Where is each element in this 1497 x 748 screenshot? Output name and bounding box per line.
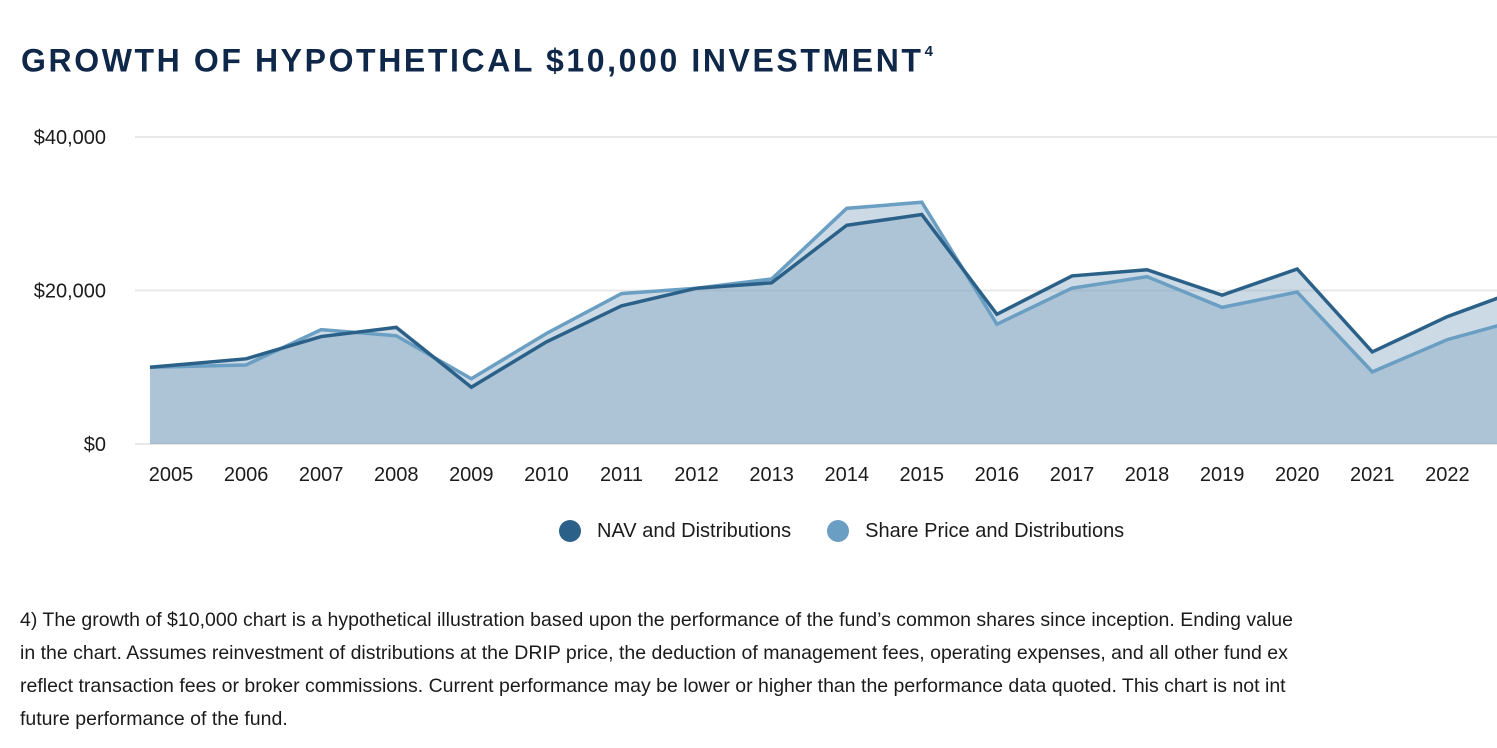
- nav-legend-dot-icon: [559, 520, 581, 542]
- share-price-point: [469, 377, 473, 381]
- nav-point: [695, 286, 699, 290]
- x-tick-label: 2005: [149, 464, 194, 486]
- share-price-point: [1295, 290, 1299, 294]
- y-axis: $0 $20,000 $40,000: [34, 127, 106, 456]
- share-price-point: [394, 334, 398, 338]
- footnote-line: in the chart. Assumes reinvestment of di…: [20, 642, 1288, 664]
- nav-point: [920, 213, 924, 217]
- footnote-line: reflect transaction fees or broker commi…: [20, 675, 1286, 697]
- legend-label-share-price: Share Price and Distributions: [865, 519, 1125, 542]
- nav-point: [319, 335, 323, 339]
- nav-point: [469, 385, 473, 389]
- legend-label-nav: NAV and Distributions: [597, 519, 792, 542]
- x-tick-label: 2017: [1050, 464, 1095, 486]
- chart-legend: NAV and Distributions Share Price and Di…: [559, 517, 1160, 545]
- nav-point: [619, 304, 623, 308]
- gridlines: [135, 136, 1497, 445]
- x-tick-label: 2008: [374, 464, 419, 486]
- x-tick-label: 2013: [749, 464, 794, 486]
- nav-point: [244, 357, 248, 361]
- x-tick-label: 2010: [524, 464, 569, 486]
- nav-point: [1145, 268, 1149, 272]
- title-footnote-marker: 4: [924, 43, 933, 60]
- nav-point: [148, 365, 152, 369]
- share-price-point: [1145, 275, 1149, 279]
- nav-point: [1295, 267, 1299, 271]
- nav-point: [1220, 293, 1224, 297]
- y-tick-label: $40,000: [34, 127, 106, 149]
- x-axis: 2005 2006 2007 2008 2009 2010 2011 2012 2013 2014…: [149, 464, 1470, 486]
- nav-point: [1445, 315, 1449, 319]
- share-price-point: [1220, 305, 1224, 309]
- area-layer: [149, 202, 1497, 444]
- nav-point: [394, 325, 398, 329]
- x-tick-label: 2021: [1350, 464, 1395, 486]
- share-price-point: [319, 328, 323, 332]
- nav-point: [770, 281, 774, 285]
- nav-point: [1370, 350, 1374, 354]
- share-price-point: [1370, 370, 1374, 374]
- share-price-point: [1445, 338, 1449, 342]
- x-tick-label: 2011: [600, 464, 643, 486]
- legend-item-share-price[interactable]: Share Price and Distributions: [827, 520, 1124, 543]
- nav-area: [149, 214, 1497, 444]
- y-tick-label: $0: [84, 434, 106, 456]
- nav-point: [1070, 274, 1074, 278]
- nav-point: [845, 223, 849, 227]
- x-tick-label: 2019: [1200, 464, 1245, 486]
- x-tick-label: 2009: [449, 464, 494, 486]
- footnote-line: 4) The growth of $10,000 chart is a hypo…: [20, 609, 1293, 631]
- x-tick-label: 2016: [975, 464, 1020, 486]
- share-price-point: [544, 331, 548, 335]
- y-tick-label: $20,000: [34, 281, 106, 303]
- nav-point: [544, 340, 548, 344]
- share-price-point: [920, 200, 924, 204]
- legend-item-nav[interactable]: NAV and Distributions: [559, 520, 791, 543]
- share-price-point: [244, 363, 248, 367]
- share-price-point: [995, 322, 999, 326]
- footnote: 4) The growth of $10,000 chart is a hypo…: [20, 604, 1497, 736]
- share-price-point: [619, 292, 623, 296]
- share-price-point: [845, 206, 849, 210]
- share-price-point: [1070, 286, 1074, 290]
- share-price-legend-dot-icon: [827, 520, 850, 542]
- line-layer: [148, 200, 1497, 390]
- share-price-line: [149, 200, 1497, 381]
- x-tick-label: 2015: [900, 464, 945, 486]
- x-tick-label: 2014: [824, 464, 869, 486]
- x-tick-label: 2006: [224, 464, 269, 486]
- nav-point: [995, 312, 999, 316]
- footnote-line: future performance of the fund.: [20, 708, 288, 730]
- share-price-area: [149, 202, 1497, 444]
- x-tick-label: 2020: [1275, 464, 1320, 486]
- x-tick-label: 2022: [1425, 464, 1470, 486]
- x-tick-label: 2018: [1125, 464, 1170, 486]
- x-tick-label: 2012: [674, 464, 719, 486]
- chart-title: GROWTH OF HYPOTHETICAL $10,000 INVESTMEN…: [21, 32, 933, 85]
- nav-line: [149, 212, 1497, 390]
- growth-chart: $0 $20,000 $40,000 2005 2006 2007 2008 2009 201…: [34, 127, 1497, 486]
- x-tick-label: 2007: [299, 464, 344, 486]
- chart-title-text: GROWTH OF HYPOTHETICAL $10,000 INVESTMEN…: [21, 42, 924, 79]
